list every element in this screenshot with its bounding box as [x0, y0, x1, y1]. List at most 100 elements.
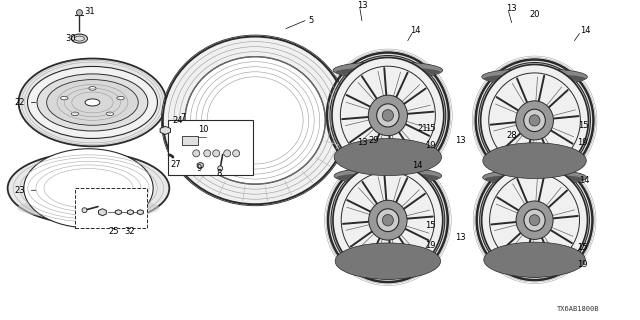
- Text: 13: 13: [455, 136, 465, 145]
- Text: TX6AB1800B: TX6AB1800B: [557, 306, 600, 312]
- Ellipse shape: [482, 68, 588, 85]
- Ellipse shape: [368, 95, 408, 136]
- Text: 15: 15: [425, 124, 435, 133]
- Ellipse shape: [331, 161, 445, 279]
- Text: 7: 7: [180, 113, 186, 122]
- Ellipse shape: [335, 67, 440, 77]
- Ellipse shape: [477, 160, 593, 280]
- Ellipse shape: [61, 96, 68, 100]
- Ellipse shape: [28, 67, 157, 139]
- Ellipse shape: [334, 167, 442, 184]
- Ellipse shape: [481, 65, 588, 176]
- Ellipse shape: [89, 87, 96, 90]
- Ellipse shape: [484, 74, 585, 83]
- Ellipse shape: [163, 36, 348, 204]
- Ellipse shape: [335, 243, 440, 279]
- Ellipse shape: [382, 214, 394, 226]
- Text: 9: 9: [196, 164, 202, 173]
- Circle shape: [204, 150, 211, 157]
- Ellipse shape: [37, 74, 148, 131]
- Ellipse shape: [106, 112, 113, 116]
- Text: 19: 19: [425, 141, 435, 150]
- Polygon shape: [197, 162, 204, 168]
- Text: 13: 13: [506, 4, 516, 13]
- Text: 25: 25: [108, 227, 119, 236]
- Text: 24: 24: [172, 116, 183, 125]
- Text: 14: 14: [579, 176, 590, 185]
- Ellipse shape: [328, 158, 448, 282]
- Ellipse shape: [485, 174, 584, 184]
- Ellipse shape: [47, 80, 138, 125]
- Ellipse shape: [482, 165, 588, 275]
- Ellipse shape: [524, 209, 545, 231]
- Ellipse shape: [516, 201, 553, 239]
- Text: 30: 30: [65, 34, 76, 43]
- Polygon shape: [99, 209, 106, 216]
- Bar: [76, 188, 147, 228]
- Ellipse shape: [333, 163, 443, 277]
- Text: 14: 14: [412, 161, 422, 170]
- Polygon shape: [115, 210, 122, 215]
- Ellipse shape: [516, 101, 554, 140]
- Circle shape: [193, 150, 200, 157]
- Ellipse shape: [479, 163, 589, 277]
- Bar: [182, 136, 198, 145]
- Ellipse shape: [377, 104, 399, 127]
- Text: 29: 29: [368, 136, 378, 145]
- Text: 19: 19: [425, 241, 435, 250]
- Ellipse shape: [479, 62, 591, 178]
- Ellipse shape: [524, 109, 545, 132]
- Text: 21: 21: [418, 124, 428, 133]
- Ellipse shape: [529, 115, 540, 126]
- Ellipse shape: [19, 59, 166, 146]
- Text: 13: 13: [455, 233, 465, 242]
- Text: 32: 32: [124, 227, 135, 236]
- Text: 20: 20: [529, 10, 540, 19]
- Ellipse shape: [72, 34, 88, 43]
- Text: 28: 28: [507, 131, 517, 140]
- Ellipse shape: [333, 61, 443, 79]
- Ellipse shape: [327, 52, 449, 178]
- Text: 22: 22: [15, 98, 25, 107]
- Ellipse shape: [483, 143, 586, 179]
- Polygon shape: [160, 126, 170, 134]
- Ellipse shape: [476, 60, 593, 181]
- Text: 27: 27: [170, 160, 181, 169]
- Text: 31: 31: [84, 7, 95, 16]
- Ellipse shape: [484, 242, 586, 277]
- Text: 8: 8: [216, 169, 221, 178]
- Ellipse shape: [369, 200, 407, 240]
- Text: 14: 14: [410, 26, 420, 35]
- Ellipse shape: [330, 56, 445, 175]
- Circle shape: [233, 150, 239, 157]
- Ellipse shape: [72, 112, 79, 116]
- Text: 10: 10: [198, 125, 209, 134]
- Ellipse shape: [185, 57, 325, 184]
- Ellipse shape: [336, 173, 440, 182]
- Text: 5: 5: [308, 16, 313, 25]
- Circle shape: [224, 150, 230, 157]
- Ellipse shape: [377, 209, 399, 232]
- Text: 15: 15: [579, 121, 589, 130]
- Bar: [168, 120, 253, 175]
- Text: 13: 13: [357, 1, 367, 10]
- Ellipse shape: [8, 152, 170, 224]
- Polygon shape: [127, 210, 133, 215]
- Circle shape: [77, 10, 83, 16]
- Circle shape: [212, 150, 220, 157]
- Text: 13: 13: [357, 138, 367, 147]
- Ellipse shape: [334, 139, 442, 176]
- Text: 14: 14: [580, 26, 591, 35]
- Ellipse shape: [17, 197, 159, 219]
- Text: 19: 19: [577, 260, 588, 268]
- Circle shape: [82, 208, 87, 213]
- Circle shape: [218, 166, 223, 171]
- Text: 15: 15: [577, 243, 588, 252]
- Text: 23: 23: [15, 186, 25, 195]
- Ellipse shape: [85, 99, 100, 106]
- Ellipse shape: [24, 149, 153, 228]
- Ellipse shape: [117, 96, 124, 100]
- Ellipse shape: [332, 58, 444, 173]
- Polygon shape: [138, 210, 143, 215]
- Ellipse shape: [382, 110, 394, 121]
